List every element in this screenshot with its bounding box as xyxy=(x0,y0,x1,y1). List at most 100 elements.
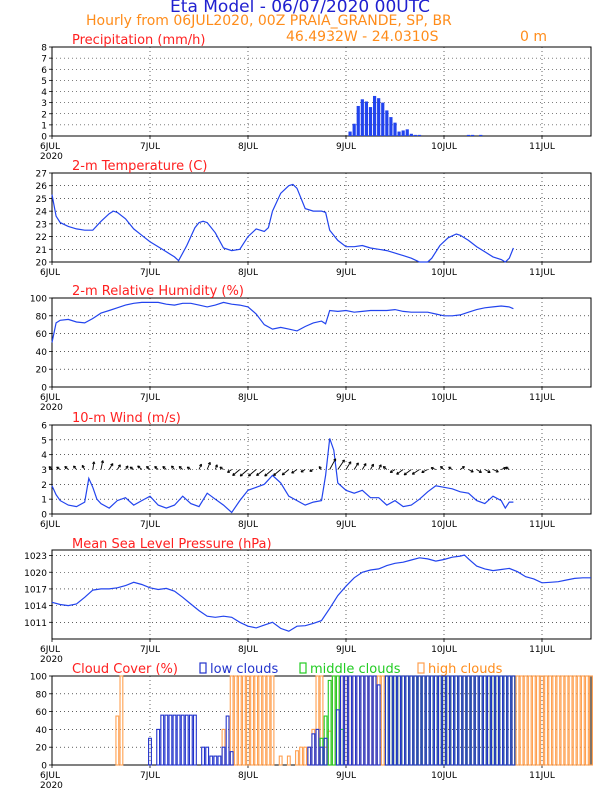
chart-subtitle: Hourly from 06JUL2020, 00Z PRAIA_GRANDE,… xyxy=(86,13,452,29)
clouds-year-label: 2020 xyxy=(40,781,63,791)
mslp-xtick-label-0: 6JUL xyxy=(40,645,60,655)
wind-title: 10-m Wind (m/s) xyxy=(72,411,181,426)
precip-bar-9 xyxy=(385,110,388,136)
rh-title: 2-m Relative Humidity (%) xyxy=(72,284,244,299)
temp-xtick-label-4: 10JUL xyxy=(431,268,457,278)
wind-ytick-label-4: 4 xyxy=(41,451,47,461)
precip-ytick-label-2: 2 xyxy=(41,110,47,120)
clouds-xtick-label-2: 8JUL xyxy=(238,771,258,781)
precip-xtick-label-5: 11JUL xyxy=(529,142,555,152)
clouds-xtick-label-4: 10JUL xyxy=(431,771,457,781)
rh-xtick-label-4: 10JUL xyxy=(431,393,457,403)
wind-xtick-label-2: 8JUL xyxy=(238,520,258,530)
precip-ytick-label-1: 1 xyxy=(41,121,47,131)
temp-xtick-label-5: 11JUL xyxy=(529,268,555,278)
temp-ytick-label-4: 24 xyxy=(36,208,48,218)
mslp-xtick-label-5: 11JUL xyxy=(529,645,555,655)
clouds-legend: low clouds middle clouds high clouds xyxy=(200,662,503,677)
wind-xtick-label-1: 7JUL xyxy=(140,520,160,530)
rh-xtick-label-5: 11JUL xyxy=(529,393,555,403)
precip-title: Precipitation (mm/h) xyxy=(72,33,205,48)
precip-bar-6 xyxy=(373,96,376,136)
temp-ytick-label-6: 26 xyxy=(36,182,48,192)
wind-xtick-label-4: 10JUL xyxy=(431,520,457,530)
rh-ytick-label-0: 0 xyxy=(41,384,47,394)
precip-bar-18 xyxy=(467,135,470,136)
precip-ytick-label-4: 4 xyxy=(41,88,47,98)
rh-xtick-label-0: 6JUL xyxy=(40,393,60,403)
precip-xtick-label-2: 8JUL xyxy=(238,142,258,152)
rh-ytick-label-2: 40 xyxy=(36,348,48,358)
mslp-ytick-label-2: 1017 xyxy=(24,585,47,595)
mslp-xtick-label-3: 9JUL xyxy=(336,645,356,655)
wind-xtick-label-5: 11JUL xyxy=(529,520,555,530)
precip-bar-10 xyxy=(389,117,392,136)
legend-low-label: low clouds xyxy=(210,662,279,677)
clouds-ytick-label-1: 20 xyxy=(36,744,48,754)
precip-ytick-label-0: 0 xyxy=(41,133,47,143)
mslp-xtick-label-1: 7JUL xyxy=(140,645,160,655)
mslp-title: Mean Sea Level Pressure (hPa) xyxy=(72,537,272,552)
precip-bar-0 xyxy=(348,132,351,136)
clouds-xtick-label-0: 6JUL xyxy=(40,771,60,781)
legend-middle-label: middle clouds xyxy=(310,662,401,677)
wind-ytick-label-0: 0 xyxy=(41,511,47,521)
clouds-ytick-label-4: 80 xyxy=(36,690,48,700)
precip-xtick-label-4: 10JUL xyxy=(431,142,457,152)
precip-bar-8 xyxy=(381,103,384,136)
precip-bar-2 xyxy=(357,106,360,136)
wind-ytick-label-2: 2 xyxy=(41,481,47,491)
rh-xtick-label-3: 9JUL xyxy=(336,393,356,403)
temp-ytick-label-3: 23 xyxy=(36,220,47,230)
precip-bar-19 xyxy=(471,135,474,136)
chart-elevation: 0 m xyxy=(520,29,547,45)
temp-xtick-label-2: 8JUL xyxy=(238,268,258,278)
precip-bar-5 xyxy=(369,107,372,136)
temp-ytick-label-1: 21 xyxy=(36,246,47,256)
rh-xtick-label-2: 8JUL xyxy=(238,393,258,403)
rh-ytick-label-1: 20 xyxy=(36,366,48,376)
precip-bar-13 xyxy=(402,130,405,136)
precip-bar-17 xyxy=(418,135,421,136)
rh-ytick-label-3: 60 xyxy=(36,330,48,340)
precip-bar-15 xyxy=(410,134,413,136)
clouds-title: Cloud Cover (%) xyxy=(72,662,178,677)
precip-ytick-label-5: 5 xyxy=(41,77,47,87)
precip-bar-3 xyxy=(361,99,364,136)
legend-high-label: high clouds xyxy=(428,662,503,677)
wind-ytick-label-5: 5 xyxy=(41,436,47,446)
precip-bar-14 xyxy=(406,129,409,136)
mslp-ytick-label-0: 1011 xyxy=(24,619,47,629)
temp-ytick-label-0: 20 xyxy=(36,259,48,269)
precip-ytick-label-7: 7 xyxy=(41,55,47,65)
temp-xtick-label-0: 6JUL xyxy=(40,268,60,278)
clouds-xtick-label-3: 9JUL xyxy=(336,771,356,781)
mslp-xtick-label-4: 10JUL xyxy=(431,645,457,655)
chart-coords: 46.4932W - 24.0310S xyxy=(286,29,439,45)
wind-ytick-label-6: 6 xyxy=(41,422,47,432)
mslp-ytick-label-3: 1020 xyxy=(24,569,47,579)
precip-bar-7 xyxy=(377,98,380,136)
clouds-ytick-label-3: 60 xyxy=(36,708,48,718)
temp-xtick-label-3: 9JUL xyxy=(336,268,356,278)
precip-ytick-label-6: 6 xyxy=(41,66,47,76)
clouds-xtick-label-5: 11JUL xyxy=(529,771,555,781)
mslp-xtick-label-2: 8JUL xyxy=(238,645,258,655)
wind-ytick-label-3: 3 xyxy=(41,466,47,476)
precip-xtick-label-3: 9JUL xyxy=(336,142,356,152)
clouds-ytick-label-2: 40 xyxy=(36,726,48,736)
precip-bar-11 xyxy=(393,123,396,136)
rh-ytick-label-5: 100 xyxy=(30,295,47,305)
mslp-year-label: 2020 xyxy=(40,655,63,665)
precip-ytick-label-8: 8 xyxy=(41,44,47,54)
precip-year-label: 2020 xyxy=(40,152,63,162)
temp-ytick-label-5: 25 xyxy=(36,195,47,205)
precip-bar-4 xyxy=(365,102,368,136)
precip-xtick-label-0: 6JUL xyxy=(40,142,60,152)
precip-bar-1 xyxy=(353,124,356,136)
clouds-ytick-label-0: 0 xyxy=(41,762,47,772)
temp-title: 2-m Temperature (C) xyxy=(72,159,207,174)
mslp-ytick-label-1: 1014 xyxy=(24,602,47,612)
precip-ytick-label-3: 3 xyxy=(41,99,47,109)
clouds-ytick-label-5: 100 xyxy=(30,673,47,683)
